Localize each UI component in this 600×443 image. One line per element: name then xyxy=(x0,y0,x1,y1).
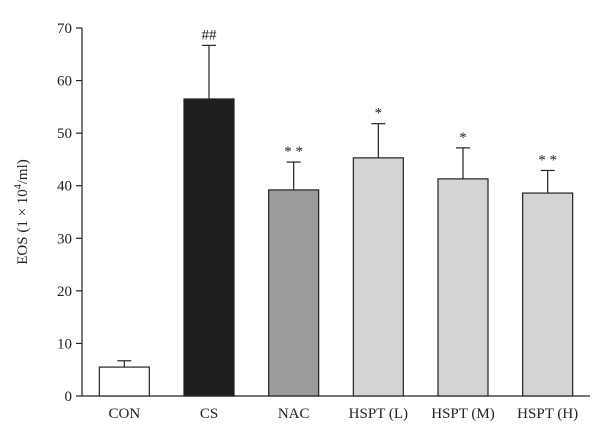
y-tick-label: 60 xyxy=(57,74,72,90)
y-tick-label: 40 xyxy=(57,179,72,195)
bar-cs-significance-label: ## xyxy=(202,27,218,43)
x-category-label: HSPT (M) xyxy=(431,406,495,422)
bar-cs xyxy=(183,98,235,397)
bar-con xyxy=(98,366,150,397)
bar-hspt-h xyxy=(522,192,574,397)
y-tick-label: 10 xyxy=(57,336,72,352)
x-category-label: CS xyxy=(200,406,218,422)
bar-hspt-m-significance-label: * xyxy=(459,130,467,146)
bars: ## * * * * * * xyxy=(98,27,574,397)
bar-hspt-m xyxy=(437,178,489,397)
y-tick-label: 50 xyxy=(57,126,72,142)
y-axis-title-unit: /ml) xyxy=(15,159,31,184)
y-tick-label: 70 xyxy=(57,21,72,37)
x-category-label: CON xyxy=(108,406,140,422)
bar-hspt-h-significance-label: * * xyxy=(538,152,557,168)
bar-nac-significance-label: * * xyxy=(284,144,303,160)
y-axis-title-main: EOS (1 × 10 xyxy=(15,189,31,265)
x-labels: CON CS NAC HSPT (L) HSPT (M) HSPT (H) xyxy=(108,406,578,422)
bar-nac xyxy=(268,189,320,397)
bar-hspt-l-significance-label: * xyxy=(375,106,383,122)
y-tick-label: 30 xyxy=(57,231,72,247)
x-category-label: HSPT (H) xyxy=(517,406,578,422)
y-tick-label: 0 xyxy=(65,389,73,405)
y-axis-title-superscript: 4 xyxy=(13,184,24,189)
y-tick-label: 20 xyxy=(57,284,72,300)
y-ticks: 0 10 20 30 40 50 60 70 xyxy=(57,21,82,405)
bar-hspt-l xyxy=(352,157,404,397)
y-axis-title: EOS (1 × 104/ml) xyxy=(13,159,31,265)
x-category-label: HSPT (L) xyxy=(349,406,408,422)
x-category-label: NAC xyxy=(278,406,310,422)
